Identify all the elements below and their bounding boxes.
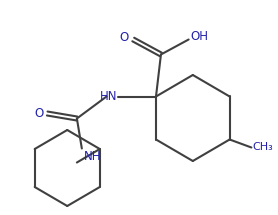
Text: HN: HN: [100, 90, 117, 103]
Text: OH: OH: [191, 30, 208, 43]
Text: O: O: [34, 107, 43, 120]
Text: NH: NH: [84, 150, 101, 163]
Text: O: O: [119, 31, 128, 44]
Text: CH₃: CH₃: [252, 143, 273, 152]
